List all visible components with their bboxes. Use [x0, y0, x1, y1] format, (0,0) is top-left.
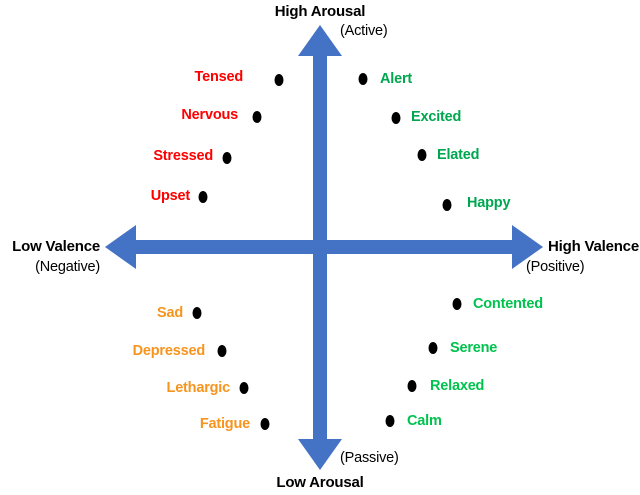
emotion-point-calm	[385, 415, 395, 427]
axis-sublabel-passive: (Passive)	[340, 450, 399, 466]
emotion-label-elated: Elated	[437, 147, 480, 163]
emotion-point-serene	[428, 342, 438, 354]
emotion-label-upset: Upset	[150, 188, 190, 204]
emotion-point-relaxed	[407, 380, 417, 392]
emotion-point-fatigue	[260, 418, 270, 430]
emotion-point-tensed	[274, 74, 284, 86]
emotion-label-relaxed: Relaxed	[430, 378, 485, 394]
emotion-point-happy	[442, 199, 452, 211]
emotion-point-upset	[198, 191, 208, 203]
axis-sublabel-active: (Active)	[340, 23, 388, 39]
axis-label-high-arousal: High Arousal	[274, 3, 366, 20]
down-arrow-icon	[298, 56, 342, 470]
emotion-point-stressed	[222, 152, 232, 164]
emotion-label-sad: Sad	[157, 305, 183, 321]
emotion-point-lethargic	[239, 382, 249, 394]
axis-sublabel-positive: (Positive)	[526, 259, 585, 275]
emotion-point-elated	[417, 149, 427, 161]
emotion-label-happy: Happy	[467, 195, 511, 211]
emotion-label-nervous: Nervous	[181, 107, 238, 123]
emotion-point-depressed	[217, 345, 227, 357]
emotion-point-nervous	[252, 111, 262, 123]
emotion-label-contented: Contented	[473, 296, 543, 312]
emotion-label-fatigue: Fatigue	[199, 416, 250, 432]
emotion-label-lethargic: Lethargic	[166, 380, 231, 396]
emotion-label-excited: Excited	[411, 109, 462, 125]
emotion-label-tensed: Tensed	[194, 69, 244, 85]
emotion-point-sad	[192, 307, 202, 319]
emotion-point-alert	[358, 73, 368, 85]
axis-label-high-valence: High Valence	[548, 238, 639, 255]
emotion-label-calm: Calm	[407, 413, 442, 429]
axis-label-low-arousal: Low Arousal	[276, 474, 364, 491]
axis-sublabel-negative: (Negative)	[35, 259, 100, 275]
emotion-point-excited	[391, 112, 401, 124]
emotion-label-alert: Alert	[380, 71, 413, 87]
right-arrow-icon	[117, 225, 543, 269]
emotion-point-contented	[452, 298, 462, 310]
emotion-label-stressed: Stressed	[153, 148, 213, 164]
emotion-label-depressed: Depressed	[132, 343, 206, 359]
axis-label-low-valence: Low Valence	[12, 238, 100, 255]
emotion-label-serene: Serene	[450, 340, 498, 356]
